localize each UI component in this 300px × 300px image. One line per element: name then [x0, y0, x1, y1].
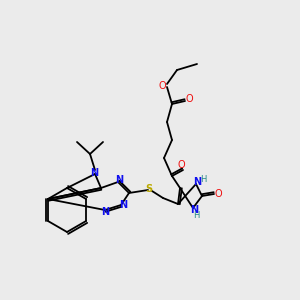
Text: N: N — [115, 175, 123, 185]
Text: N: N — [90, 168, 98, 178]
Text: H: H — [200, 176, 206, 184]
Text: H: H — [193, 212, 199, 220]
Text: O: O — [158, 81, 166, 91]
Text: N: N — [190, 205, 198, 215]
Text: N: N — [193, 177, 201, 187]
Text: N: N — [101, 207, 109, 217]
Text: O: O — [185, 94, 193, 104]
Text: O: O — [177, 160, 185, 170]
Text: N: N — [119, 200, 127, 210]
Text: O: O — [214, 189, 222, 199]
Text: S: S — [146, 184, 153, 194]
